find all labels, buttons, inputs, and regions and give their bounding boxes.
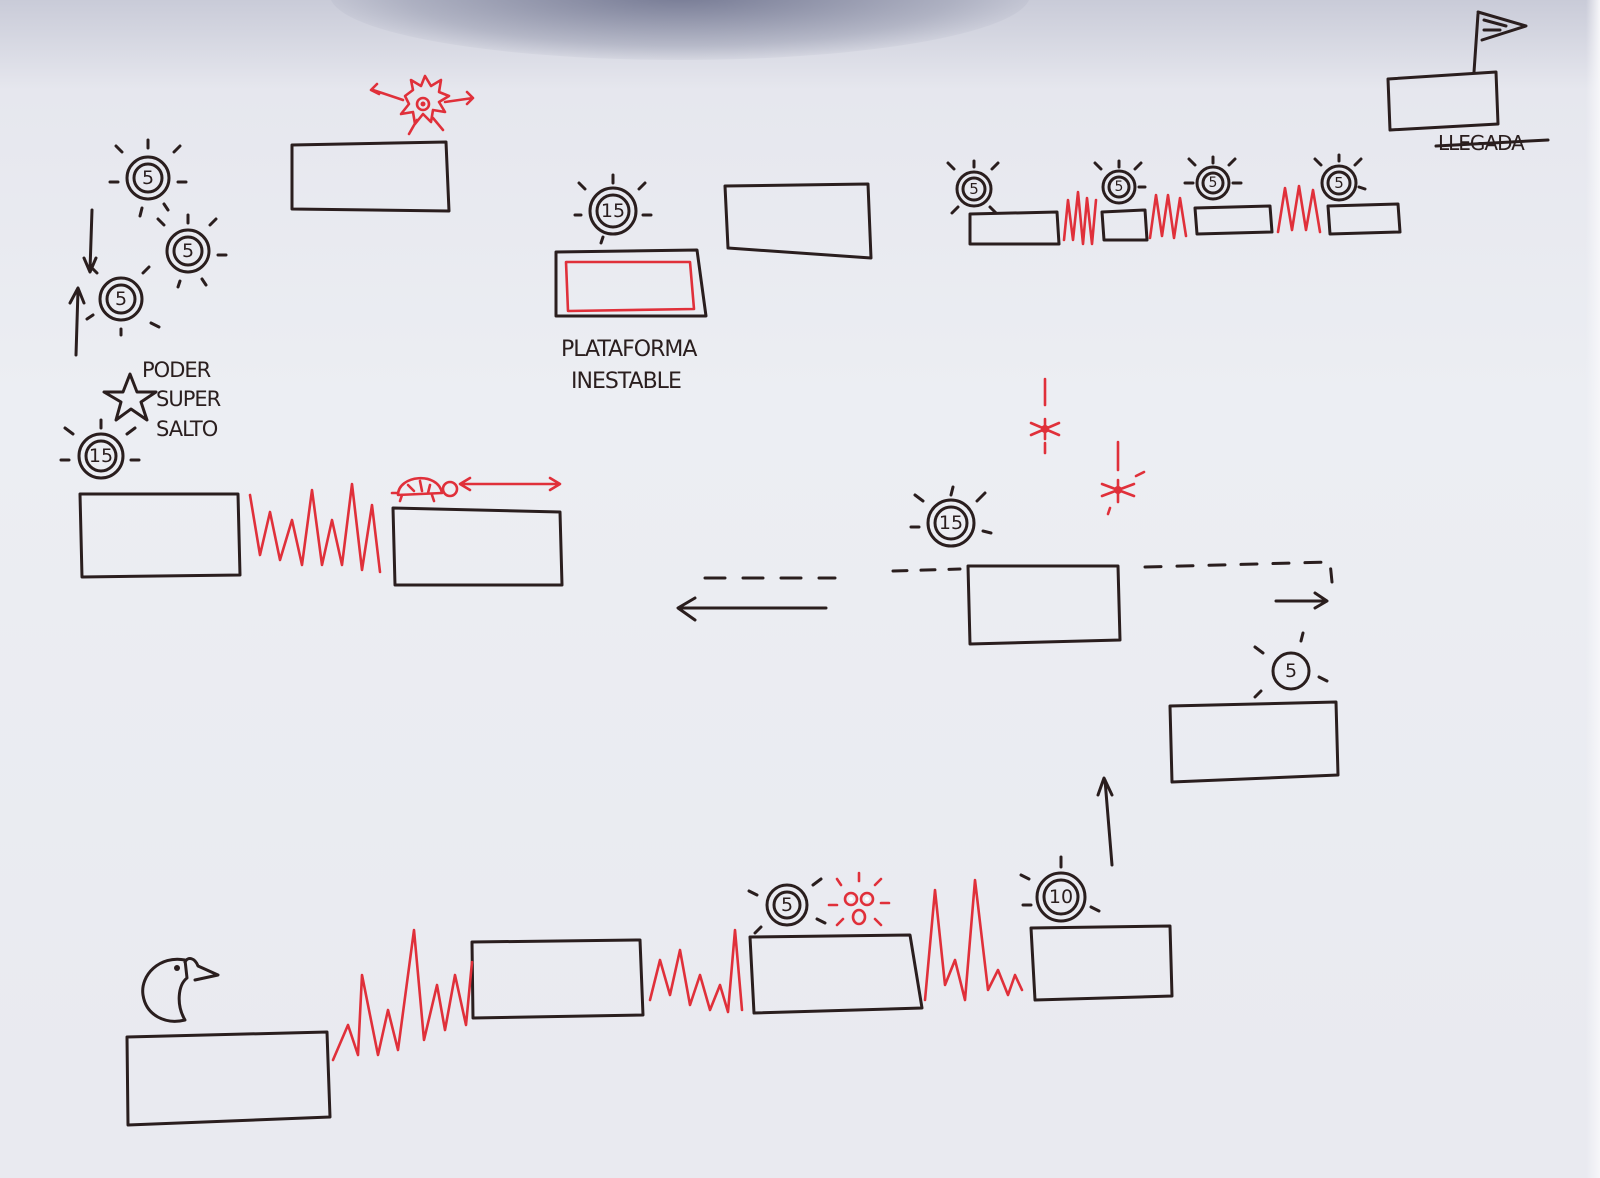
coin[interactable]: 15 <box>573 173 653 245</box>
turtle-enemy-icon <box>390 476 459 503</box>
coin-value: 5 <box>1334 174 1344 192</box>
coins: 5 5 5 15 15 <box>59 138 1367 935</box>
coin-value: 5 <box>115 288 127 310</box>
coin-value: 15 <box>601 200 625 222</box>
platform-top-right-3 <box>1193 204 1274 236</box>
platform-unstable-inner <box>564 260 696 313</box>
falling-star-enemy-icon <box>1100 440 1146 516</box>
arrow-down-left <box>82 208 98 274</box>
label-unstable-platform-2: INESTABLE <box>571 369 681 394</box>
coin-value: 5 <box>142 167 154 189</box>
coin-value: 5 <box>1285 660 1297 682</box>
platform-bottom-3 <box>748 933 924 1015</box>
coin[interactable]: 15 <box>909 485 993 548</box>
coin-value: 5 <box>969 180 979 198</box>
red-creature-enemy-icon <box>827 871 891 927</box>
coin-value: 15 <box>939 512 963 534</box>
spikes-top-2 <box>1148 193 1188 240</box>
coin[interactable]: 5 <box>1313 153 1367 202</box>
platform-middle-left-2 <box>391 506 564 587</box>
coin[interactable]: 5 <box>1253 631 1329 699</box>
platform-top-right-1 <box>968 210 1061 246</box>
platform-finish <box>1386 70 1500 132</box>
labels: PLATAFORMA INESTABLE PODER SUPER SALTO L… <box>142 131 1550 441</box>
arrow-up-right <box>1096 776 1114 867</box>
coin[interactable]: 5 <box>108 138 188 218</box>
spikes-top-3 <box>1276 184 1322 234</box>
label-power-1: PODER <box>142 358 211 382</box>
platform-bottom-4 <box>1029 924 1174 1002</box>
coin-value: 5 <box>781 894 793 916</box>
player-bird-icon <box>141 957 220 1023</box>
platform-top-left <box>290 140 451 213</box>
coin[interactable]: 5 <box>156 213 228 289</box>
label-unstable-platform-1: PLATAFORMA <box>561 337 697 362</box>
movement-arrows <box>68 208 1334 867</box>
super-jump-star-icon[interactable] <box>102 372 158 422</box>
turtle-patrol-arrow <box>458 476 562 492</box>
label-power-3: SALTO <box>156 417 218 441</box>
coin[interactable]: 10 <box>1019 855 1101 923</box>
label-power-2: SUPER <box>156 387 221 411</box>
platform-right-step <box>1168 700 1340 784</box>
arrow-up-left <box>68 286 86 357</box>
paper-edge <box>1586 0 1600 1178</box>
coin[interactable]: 5 <box>946 159 1000 215</box>
spikes-bottom-1 <box>331 928 474 1062</box>
spikes-top-1 <box>1062 190 1098 246</box>
spike-pits <box>248 184 1322 1062</box>
platform-top-right-2 <box>1100 208 1149 242</box>
coin-value: 5 <box>182 240 194 262</box>
platform-middle-right <box>966 564 1122 646</box>
platform-unstable <box>554 248 708 318</box>
coin-value: 15 <box>89 445 113 467</box>
platform-top-middle <box>723 182 873 260</box>
arrow-left-long <box>676 596 828 622</box>
platform-middle-left-1 <box>78 492 242 579</box>
coin[interactable]: 5 <box>85 265 161 337</box>
platform-bottom-2 <box>470 938 645 1020</box>
platforms <box>78 70 1500 1127</box>
coin[interactable]: 5 <box>1093 159 1147 205</box>
falling-star-enemy-icon <box>1029 377 1061 455</box>
coin-value: 5 <box>1115 179 1124 195</box>
characters <box>102 10 1528 1023</box>
spikes-bottom-2 <box>648 928 744 1014</box>
coin[interactable]: 5 <box>1183 155 1243 201</box>
finish-flag-icon <box>1472 10 1528 74</box>
dashed-path-mid <box>891 567 962 573</box>
coin-value: 10 <box>1049 886 1073 908</box>
spiky-enemy-icon <box>369 74 475 136</box>
finish-underline <box>1434 138 1550 148</box>
coin-value: 5 <box>1209 175 1218 191</box>
dashed-path-right <box>1143 560 1334 584</box>
arrow-right-short <box>1274 591 1329 610</box>
platform-start <box>125 1030 332 1127</box>
coin[interactable]: 15 <box>59 418 141 480</box>
spikes-middle <box>248 482 382 574</box>
platform-top-right-4 <box>1326 202 1402 236</box>
coin[interactable]: 5 <box>747 877 827 935</box>
spikes-bottom-3 <box>923 878 1024 1002</box>
